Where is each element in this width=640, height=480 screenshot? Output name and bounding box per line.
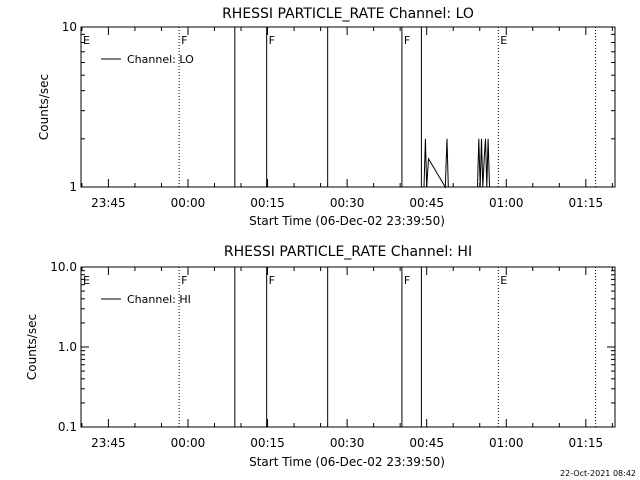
lo-xtick-label: 00:15: [250, 196, 285, 210]
hi-xtick-label: 00:45: [409, 436, 444, 450]
lo-flag-label: F: [404, 34, 410, 47]
hi-xtick-label: 01:00: [489, 436, 524, 450]
panel-lo: 23:45 00:00 00:15 00:30 00:45 01:00 01:15 1 10 E F…: [62, 20, 615, 210]
lo-legend-label: Channel: LO: [127, 53, 194, 66]
lo-xtick-label: 00:30: [330, 196, 365, 210]
hi-ytick-label: 0.1: [58, 420, 77, 434]
hi-flag-label: F: [269, 274, 275, 287]
lo-ytick-label: 1: [69, 180, 77, 194]
hi-xtick-label: 23:45: [91, 436, 126, 450]
hi-xtick-label: 00:00: [171, 436, 206, 450]
lo-xtick-label: 01:15: [569, 196, 604, 210]
lo-flag-label: F: [181, 34, 187, 47]
hi-xtick-label: 01:15: [569, 436, 604, 450]
hi-legend-label: Channel: HI: [127, 293, 191, 306]
hi-flag-label: E: [83, 274, 90, 287]
lo-flag-label: E: [83, 34, 90, 47]
panel-lo-frame: [80, 26, 616, 188]
panel-lo-xlabel: Start Time (06-Dec-02 23:39:50): [249, 214, 445, 228]
panel-hi-ylabel: Counts/sec: [25, 314, 39, 380]
hi-flag-label: F: [404, 274, 410, 287]
panel-hi-xlabel: Start Time (06-Dec-02 23:39:50): [249, 455, 445, 469]
hi-ytick-label: 10.0: [50, 260, 77, 274]
footer-timestamp: 22-Oct-2021 08:42: [560, 469, 636, 478]
hi-xtick-label: 00:15: [250, 436, 285, 450]
panel-hi-frame: [80, 266, 616, 428]
lo-ytick-label: 10: [62, 20, 77, 34]
lo-xtick-label: 00:45: [409, 196, 444, 210]
lo-xtick-label: 01:00: [489, 196, 524, 210]
panel-lo-title: RHESSI PARTICLE_RATE Channel: LO: [222, 6, 474, 22]
lo-flag-label: F: [269, 34, 275, 47]
hi-xtick-label: 00:30: [330, 436, 365, 450]
hi-flag-label: F: [181, 274, 187, 287]
panel-hi: 23:45 00:00 00:15 00:30 00:45 01:00 01:15 0.1 1.…: [50, 260, 615, 450]
lo-xtick-label: 00:00: [171, 196, 206, 210]
panel-hi-title: RHESSI PARTICLE_RATE Channel: HI: [224, 244, 472, 260]
lo-flag-label: E: [500, 34, 507, 47]
lo-xtick-label: 23:45: [91, 196, 126, 210]
hi-ytick-label: 1.0: [58, 340, 77, 354]
hi-flag-label: E: [500, 274, 507, 287]
lo-series-line: [423, 138, 490, 189]
panel-lo-ylabel: Counts/sec: [37, 74, 51, 140]
